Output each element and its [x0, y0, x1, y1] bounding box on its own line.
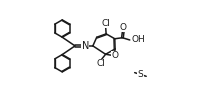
- Text: Cl: Cl: [101, 19, 110, 28]
- Text: OH: OH: [132, 35, 146, 44]
- Text: N: N: [82, 41, 89, 51]
- Text: Cl: Cl: [96, 59, 105, 68]
- Text: O: O: [120, 23, 127, 32]
- Text: S: S: [138, 70, 143, 79]
- Text: O: O: [112, 51, 119, 60]
